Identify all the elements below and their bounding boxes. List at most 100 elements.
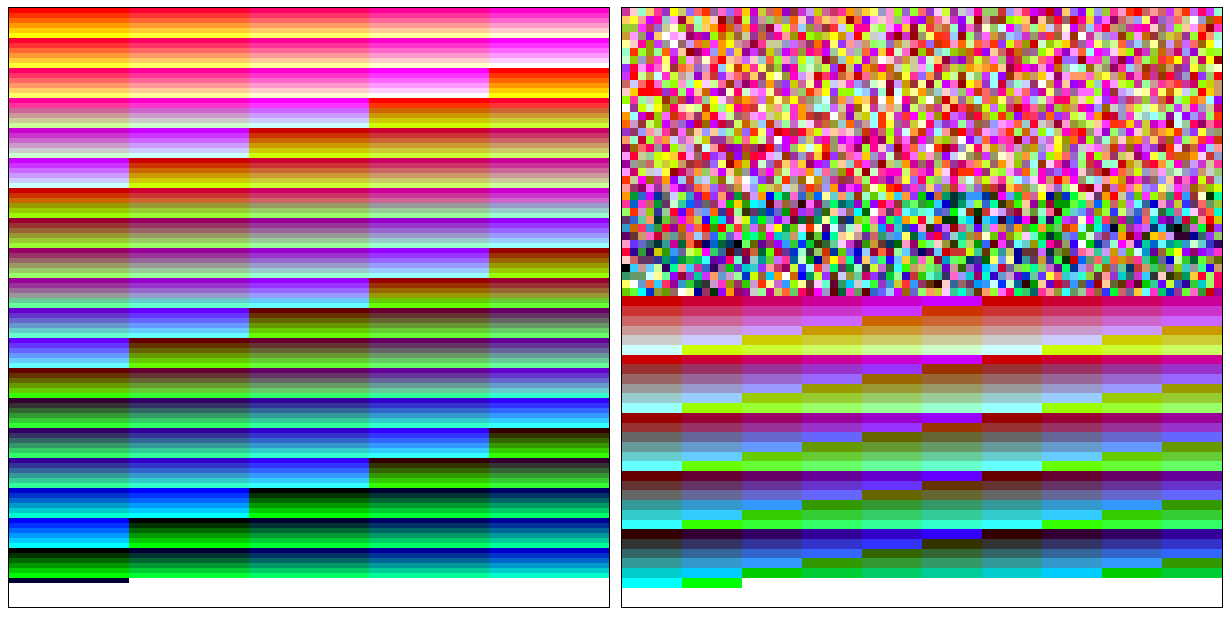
stripe	[9, 158, 129, 163]
stripe	[369, 473, 489, 478]
pixel	[1198, 216, 1206, 224]
pixel	[1134, 144, 1142, 152]
stripe	[922, 539, 982, 549]
pixel	[1054, 208, 1062, 216]
pixel	[734, 24, 742, 32]
stripe	[622, 335, 682, 345]
stripe	[682, 529, 742, 539]
pixel	[966, 224, 974, 232]
pixel	[710, 128, 718, 136]
stripe	[622, 442, 682, 452]
pixel	[806, 64, 814, 72]
stripe	[922, 413, 982, 423]
pixel	[1062, 176, 1070, 184]
pixel	[894, 168, 902, 176]
pixel	[1038, 288, 1046, 296]
stripe	[129, 108, 249, 113]
pixel	[710, 160, 718, 168]
pixel	[926, 168, 934, 176]
pixel	[846, 200, 854, 208]
pixel	[1206, 224, 1214, 232]
pixel	[1094, 120, 1102, 128]
pixel	[1182, 152, 1190, 160]
pixel	[854, 8, 862, 16]
pixel	[734, 288, 742, 296]
pixel	[1062, 232, 1070, 240]
pixel	[646, 152, 654, 160]
stripe	[862, 549, 922, 559]
pixel	[1006, 224, 1014, 232]
pixel	[622, 192, 630, 200]
pixel	[710, 264, 718, 272]
pixel	[1038, 200, 1046, 208]
pixel	[1158, 168, 1166, 176]
pixel	[934, 240, 942, 248]
pixel	[838, 184, 846, 192]
stripe	[489, 68, 609, 73]
stripe	[369, 443, 489, 448]
pixel	[1094, 240, 1102, 248]
stripe	[129, 123, 249, 128]
pixel	[926, 72, 934, 80]
pixel	[694, 224, 702, 232]
pixel	[774, 160, 782, 168]
pixel	[1094, 160, 1102, 168]
stripe	[489, 108, 609, 113]
pixel	[1190, 184, 1198, 192]
pixel	[742, 216, 750, 224]
pixel	[958, 160, 966, 168]
pixel	[622, 112, 630, 120]
pixel	[678, 88, 686, 96]
pixel	[1110, 168, 1118, 176]
pixel	[838, 152, 846, 160]
stripe	[129, 148, 249, 153]
stripe	[802, 520, 862, 530]
pixel	[1142, 256, 1150, 264]
stripe	[682, 461, 742, 471]
pixel	[662, 64, 670, 72]
pixel	[1054, 24, 1062, 32]
pixel	[1166, 16, 1174, 24]
pixel	[990, 280, 998, 288]
stripe	[862, 355, 922, 365]
pixel	[782, 232, 790, 240]
pixel	[862, 168, 870, 176]
pixel	[1014, 24, 1022, 32]
pixel	[1110, 264, 1118, 272]
stripe	[249, 418, 369, 423]
pixel	[694, 64, 702, 72]
pixel	[854, 16, 862, 24]
pixel	[1054, 88, 1062, 96]
pixel	[1030, 288, 1038, 296]
stripe	[129, 263, 249, 268]
stripe	[489, 73, 609, 78]
pixel	[1134, 280, 1142, 288]
pixel	[758, 264, 766, 272]
pixel	[1110, 48, 1118, 56]
stripe	[249, 393, 369, 398]
pixel	[758, 256, 766, 264]
pixel	[878, 144, 886, 152]
pixel	[750, 256, 758, 264]
pixel	[1110, 224, 1118, 232]
stripe	[1042, 500, 1102, 510]
pixel	[1030, 160, 1038, 168]
stripe	[489, 298, 609, 303]
pixel	[990, 208, 998, 216]
pixel	[1166, 48, 1174, 56]
pixel	[774, 248, 782, 256]
pixel	[742, 184, 750, 192]
pixel	[878, 240, 886, 248]
stripe	[489, 258, 609, 263]
stripe	[249, 238, 369, 243]
pixel	[766, 136, 774, 144]
pixel	[862, 256, 870, 264]
pixel	[814, 264, 822, 272]
pixel	[934, 144, 942, 152]
left-frame	[8, 7, 610, 608]
pixel	[942, 256, 950, 264]
pixel	[1134, 272, 1142, 280]
pixel	[774, 72, 782, 80]
pixel	[1110, 80, 1118, 88]
pixel	[974, 80, 982, 88]
